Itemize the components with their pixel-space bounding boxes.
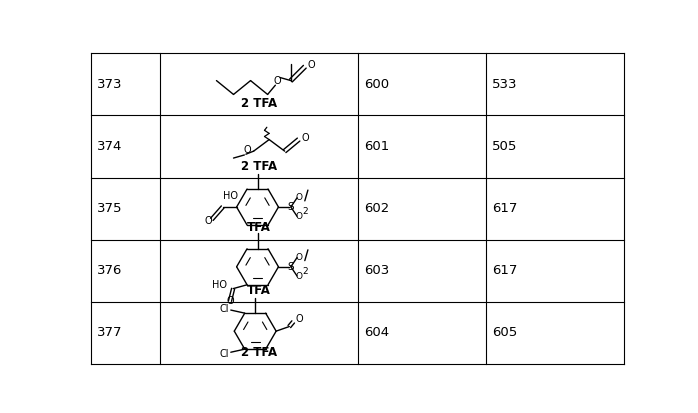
Text: 600: 600 bbox=[364, 78, 389, 91]
Text: O: O bbox=[302, 133, 309, 143]
Text: TFA: TFA bbox=[247, 284, 271, 297]
Text: HO: HO bbox=[211, 280, 227, 290]
Text: 505: 505 bbox=[492, 140, 517, 153]
Text: Cl: Cl bbox=[220, 304, 230, 313]
Text: O: O bbox=[244, 145, 251, 155]
Text: S: S bbox=[288, 262, 294, 272]
Text: O: O bbox=[295, 253, 302, 262]
Text: 2 TFA: 2 TFA bbox=[241, 160, 277, 173]
Text: 603: 603 bbox=[364, 264, 389, 277]
Text: 375: 375 bbox=[97, 202, 123, 215]
Text: 374: 374 bbox=[97, 140, 123, 153]
Text: 617: 617 bbox=[492, 264, 517, 277]
Text: 373: 373 bbox=[97, 78, 123, 91]
Text: O: O bbox=[295, 193, 302, 202]
Text: O: O bbox=[295, 314, 303, 324]
Text: 2: 2 bbox=[302, 267, 308, 276]
Text: 2 TFA: 2 TFA bbox=[241, 346, 277, 359]
Text: 617: 617 bbox=[492, 202, 517, 215]
Text: O: O bbox=[307, 60, 315, 70]
Text: O: O bbox=[295, 212, 302, 221]
Text: HO: HO bbox=[223, 191, 238, 201]
Text: 601: 601 bbox=[364, 140, 389, 153]
Text: O: O bbox=[226, 296, 234, 306]
Text: S: S bbox=[288, 202, 294, 212]
Text: 602: 602 bbox=[364, 202, 389, 215]
Text: 2: 2 bbox=[302, 207, 308, 216]
Text: 376: 376 bbox=[97, 264, 123, 277]
Text: O: O bbox=[205, 216, 212, 226]
Text: 377: 377 bbox=[97, 326, 123, 339]
Text: TFA: TFA bbox=[247, 221, 271, 234]
Text: 605: 605 bbox=[492, 326, 517, 339]
Text: O: O bbox=[273, 76, 281, 86]
Text: 2 TFA: 2 TFA bbox=[241, 97, 277, 109]
Text: 533: 533 bbox=[492, 78, 517, 91]
Text: O: O bbox=[295, 271, 302, 280]
Text: 604: 604 bbox=[364, 326, 389, 339]
Text: Cl: Cl bbox=[220, 349, 230, 359]
